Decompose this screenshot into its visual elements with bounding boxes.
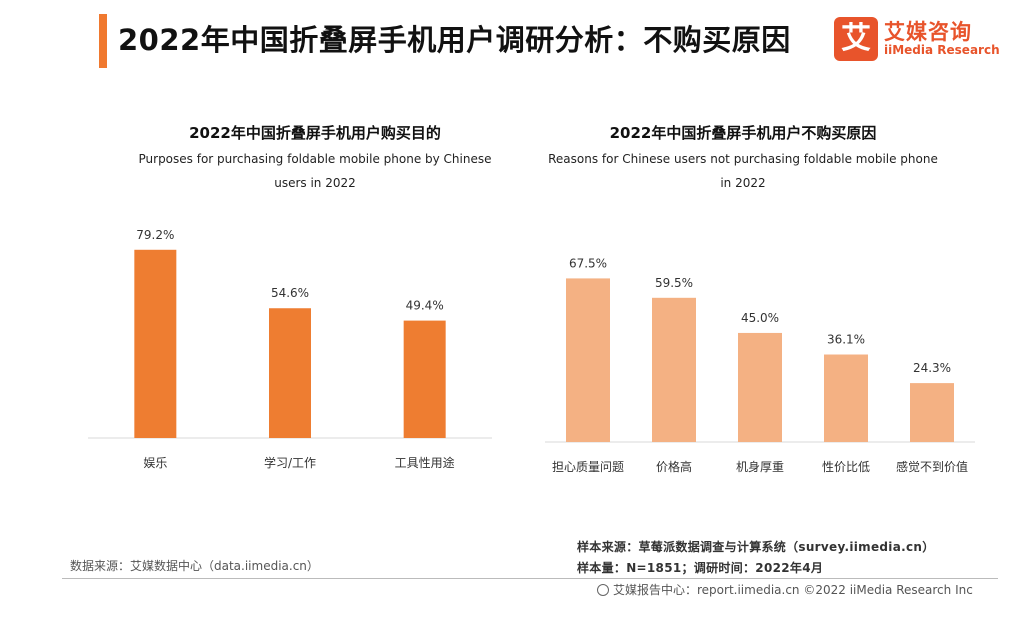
left-chart-subtitle: Purposes for purchasing foldable mobile …: [90, 147, 540, 195]
right-chart-title: 2022年中国折叠屏手机用户不购买原因: [609, 124, 877, 142]
left-value-label: 54.6%: [271, 286, 309, 300]
iimedia-logo: 艾 艾媒咨询 iiMedia Research: [834, 17, 1000, 65]
left-bar: [269, 308, 311, 438]
right-value-label: 59.5%: [655, 276, 693, 290]
left-category-label: 娱乐: [143, 456, 167, 470]
right-value-label: 45.0%: [741, 311, 779, 325]
right-bar: [910, 383, 954, 442]
left-bar: [134, 249, 177, 438]
logo-mark-icon: 艾: [834, 17, 878, 61]
right-bar: [738, 332, 782, 442]
right-chart-subtitle-line1: Reasons for Chinese users not purchasing…: [548, 152, 938, 166]
right-bar: [566, 278, 610, 442]
left-chart-subtitle-line1: Purposes for purchasing foldable mobile …: [138, 152, 492, 166]
right-category-label: 机身厚重: [736, 459, 784, 474]
right-value-label: 24.3%: [913, 361, 951, 375]
logo-english-text: iiMedia Research: [884, 43, 1000, 57]
right-chart-subtitle-line2: in 2022: [720, 176, 766, 190]
right-category-label: 性价比低: [822, 460, 870, 474]
copyright-line: 艾媒报告中心：report.iimedia.cn ©2022 iiMedia R…: [597, 581, 973, 598]
right-category-label: 担心质量问题: [552, 460, 624, 474]
logo-chinese-text: 艾媒咨询: [884, 20, 972, 44]
page-title: 2022年中国折叠屏手机用户调研分析：不购买原因: [118, 23, 791, 57]
left-chart-subtitle-line2: users in 2022: [274, 176, 356, 190]
right-value-label: 67.5%: [569, 256, 607, 270]
copyright-text: 艾媒报告中心：report.iimedia.cn ©2022 iiMedia R…: [613, 583, 973, 597]
sample-size-note: 样本量：N=1851；调研时间：2022年4月: [577, 561, 824, 575]
right-bar: [824, 354, 868, 442]
left-value-label: 49.4%: [406, 299, 444, 313]
left-value-label: 79.2%: [136, 228, 174, 242]
right-category-label: 价格高: [656, 459, 692, 474]
right-chart-subtitle: Reasons for Chinese users not purchasing…: [518, 147, 968, 195]
left-bar: [403, 320, 446, 438]
title-accent-bar: [99, 14, 107, 68]
right-value-label: 36.1%: [827, 333, 865, 347]
left-chart-title: 2022年中国折叠屏手机用户购买目的: [189, 124, 441, 142]
footer-divider: [62, 578, 998, 579]
right-category-label: 感觉不到价值: [896, 459, 968, 474]
report-center-icon: [597, 584, 609, 596]
left-category-label: 工具性用途: [395, 455, 455, 470]
data-source-note: 数据来源：艾媒数据中心（data.iimedia.cn）: [70, 559, 319, 573]
right-bar: [652, 297, 696, 442]
sample-source-note: 样本来源：草莓派数据调查与计算系统（survey.iimedia.cn）: [577, 540, 935, 554]
left-category-label: 学习/工作: [264, 455, 316, 470]
